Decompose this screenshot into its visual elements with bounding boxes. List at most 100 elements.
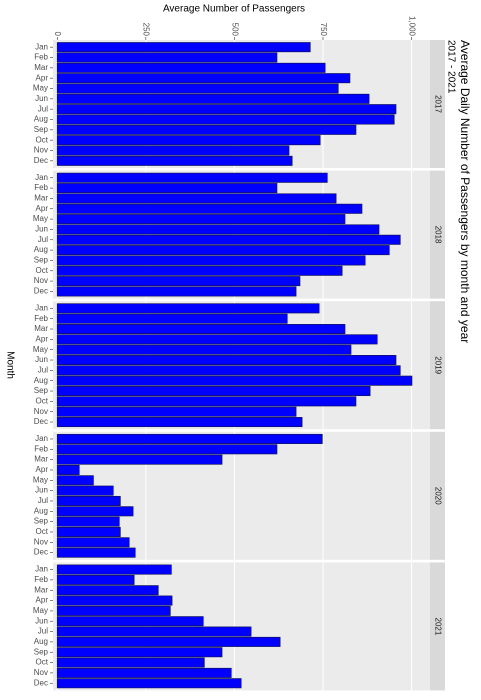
y-tick-label: Aug xyxy=(34,376,48,385)
y-tick-label: Jul xyxy=(38,496,48,505)
bar xyxy=(56,172,328,183)
bar xyxy=(56,224,380,235)
bar xyxy=(56,547,136,558)
bar xyxy=(56,433,323,444)
facet-strip xyxy=(430,40,445,168)
facet-label: 2017 xyxy=(433,95,442,113)
facet-label: 2020 xyxy=(433,487,442,505)
y-tick-label: Oct xyxy=(36,135,49,144)
x-tick-label: 1,000 xyxy=(407,16,416,37)
bar xyxy=(56,595,173,606)
y-tick-label: Apr xyxy=(36,596,49,605)
y-tick-label: Jun xyxy=(35,486,48,495)
bar xyxy=(56,344,352,355)
bar xyxy=(56,73,351,84)
bar xyxy=(56,616,204,627)
bar xyxy=(56,667,232,678)
bar xyxy=(56,406,297,417)
y-tick-label: Aug xyxy=(34,506,48,515)
bar xyxy=(56,276,301,287)
y-tick-label: Nov xyxy=(34,276,48,285)
bar xyxy=(56,93,370,104)
bar xyxy=(56,454,223,465)
y-tick-label: May xyxy=(33,475,48,484)
bar xyxy=(56,605,171,616)
y-tick-label: Dec xyxy=(34,678,48,687)
facet-strip xyxy=(430,431,445,560)
y-tick-label: Jan xyxy=(35,303,48,312)
y-tick-label: May xyxy=(33,84,48,93)
bar xyxy=(56,135,321,146)
y-tick-label: Jun xyxy=(35,616,48,625)
y-tick-label: Jul xyxy=(38,104,48,113)
bar xyxy=(56,564,172,575)
facet-label: 2018 xyxy=(433,226,442,244)
bar xyxy=(56,324,346,335)
y-tick-label: Feb xyxy=(34,314,48,323)
bar xyxy=(56,104,397,115)
y-tick-label: Nov xyxy=(34,146,48,155)
bar xyxy=(56,647,223,658)
facet-label: 2019 xyxy=(433,356,442,374)
bar xyxy=(56,516,120,527)
y-tick-label: Jan xyxy=(35,173,48,182)
y-tick-label: Oct xyxy=(36,658,49,667)
bar xyxy=(56,417,303,428)
bar xyxy=(56,193,337,204)
y-tick-label: Apr xyxy=(36,204,49,213)
bar xyxy=(56,114,395,125)
y-tick-label: Dec xyxy=(34,548,48,557)
facet-strip xyxy=(430,170,445,299)
y-tick-label: Feb xyxy=(34,444,48,453)
bar xyxy=(56,506,134,517)
bar xyxy=(56,375,413,386)
bar xyxy=(56,155,293,166)
y-tick-label: Jan xyxy=(35,434,48,443)
bar xyxy=(56,203,363,214)
bar xyxy=(56,214,346,225)
bar xyxy=(56,657,205,668)
y-tick-label: Sep xyxy=(34,647,49,656)
y-tick-label: Jun xyxy=(35,355,48,364)
y-tick-label: Nov xyxy=(34,407,48,416)
bar xyxy=(56,234,401,245)
bar xyxy=(56,62,326,73)
y-tick-label: Jan xyxy=(35,42,48,51)
y-tick-label: Nov xyxy=(34,668,48,677)
bar xyxy=(56,396,357,407)
y-tick-label: Dec xyxy=(34,156,48,165)
bar xyxy=(56,145,290,156)
y-tick-label: Feb xyxy=(34,53,48,62)
x-tick-label: 500 xyxy=(230,23,239,37)
y-tick-label: Feb xyxy=(34,575,48,584)
y-tick-label: Aug xyxy=(34,115,48,124)
y-tick-label: Oct xyxy=(36,266,49,275)
x-tick-label: 250 xyxy=(142,23,151,37)
bar xyxy=(56,245,390,256)
y-tick-label: Aug xyxy=(34,245,48,254)
bar xyxy=(56,355,397,366)
y-tick-label: Sep xyxy=(34,517,49,526)
y-tick-label: Mar xyxy=(34,585,48,594)
bar xyxy=(56,334,378,345)
bar xyxy=(56,286,297,297)
y-tick-label: Feb xyxy=(34,183,48,192)
facet-strip xyxy=(430,301,445,430)
y-tick-label: Dec xyxy=(34,417,48,426)
y-tick-label: Apr xyxy=(36,465,49,474)
y-tick-label: Oct xyxy=(36,527,49,536)
y-axis-title: Month xyxy=(4,351,15,379)
x-axis-title: Average Number of Passengers xyxy=(163,4,305,15)
y-tick-label: Jan xyxy=(35,565,48,574)
y-tick-label: Sep xyxy=(34,386,49,395)
facet-label: 2021 xyxy=(433,618,442,636)
facet-strip xyxy=(430,562,445,691)
y-tick-label: Mar xyxy=(34,324,48,333)
bar xyxy=(56,313,288,324)
bar xyxy=(56,626,252,637)
bar xyxy=(56,265,343,276)
y-tick-label: Nov xyxy=(34,537,48,546)
bar xyxy=(56,526,121,537)
y-tick-label: Apr xyxy=(36,73,49,82)
